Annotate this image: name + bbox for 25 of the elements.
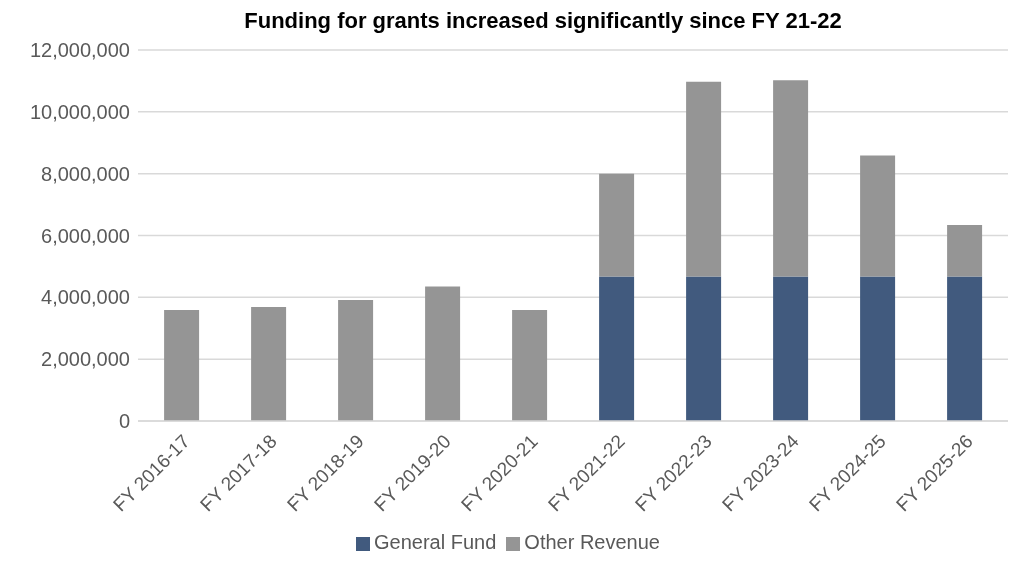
y-tick-label: 0 — [118, 410, 130, 433]
bar — [512, 310, 548, 421]
y-tick-label: 2,000,000 — [41, 348, 130, 371]
bar — [251, 306, 287, 421]
bar — [947, 224, 983, 277]
bar — [773, 276, 809, 421]
y-tick-label: 6,000,000 — [41, 224, 130, 247]
bar — [947, 276, 983, 421]
y-tick-label: 4,000,000 — [41, 286, 130, 309]
bar — [773, 80, 809, 277]
legend-label: General Fund — [374, 531, 497, 553]
bar — [425, 286, 461, 421]
bar — [599, 276, 635, 421]
bar — [164, 310, 200, 421]
bar — [686, 276, 722, 421]
y-tick-label: 10,000,000 — [29, 100, 130, 123]
bar — [860, 276, 896, 421]
y-tick-label: 8,000,000 — [41, 162, 130, 185]
bar — [686, 81, 722, 277]
chart-title: Funding for grants increased significantly since FY 21-22 — [243, 8, 843, 34]
bar — [860, 155, 896, 277]
y-tick-label: 12,000,000 — [29, 39, 130, 62]
bar — [599, 173, 635, 277]
bar — [338, 300, 374, 421]
legend-label: Other Revenue — [524, 531, 660, 553]
